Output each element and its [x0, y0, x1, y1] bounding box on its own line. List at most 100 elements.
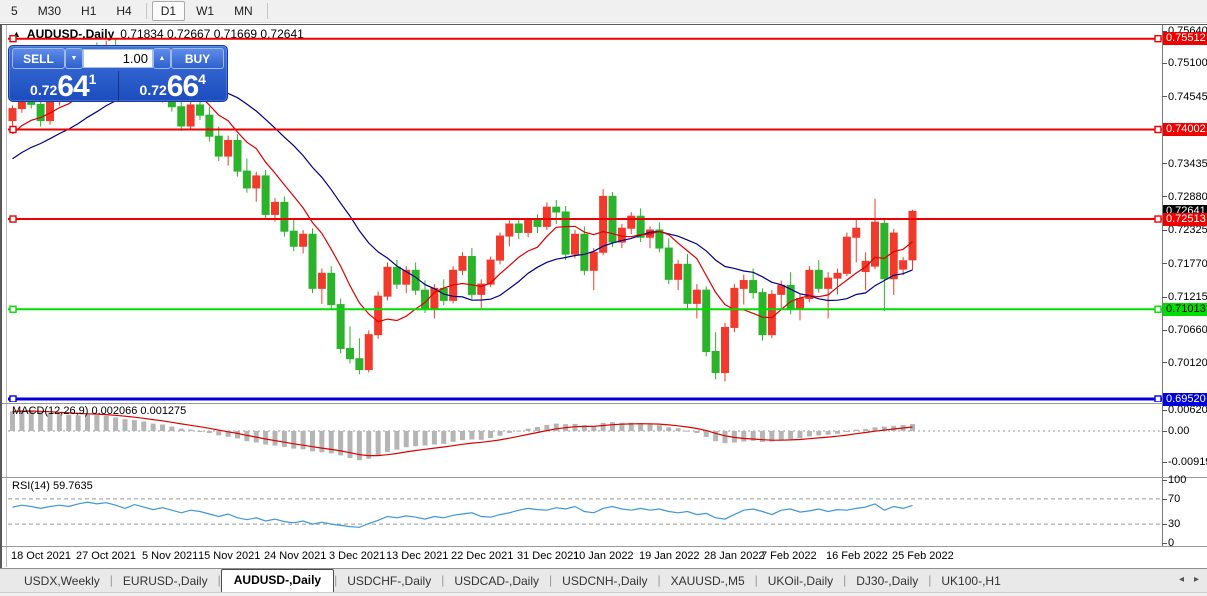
price-axis-label: 0.70660 — [1168, 324, 1207, 336]
price-axis-label: 0.75100 — [1168, 57, 1207, 69]
price-axis-label: 0.74545 — [1168, 91, 1207, 103]
tab-separator: | — [754, 573, 758, 587]
chart-tab-xauusd-m5[interactable]: XAUUSD-,M5 — [670, 574, 745, 588]
tab-separator: | — [549, 573, 553, 587]
chart-tab-ukoil-daily[interactable]: UKOil-,Daily — [767, 574, 834, 588]
date-axis-label: 22 Dec 2021 — [451, 550, 514, 562]
tab-separator: | — [843, 573, 847, 587]
chart-tab-usdcnh-daily[interactable]: USDCNH-,Daily — [562, 574, 648, 588]
price-axis-tick — [1162, 230, 1167, 231]
sell-price-pip: 1 — [88, 71, 97, 87]
price-axis-tick — [1162, 263, 1167, 264]
status-strip — [0, 592, 1207, 596]
macd-panel-splitter[interactable] — [2, 403, 1207, 404]
chart-window-left-border — [0, 24, 2, 592]
date-axis-label: 10 Jan 2022 — [573, 550, 634, 562]
date-axis-label: 31 Dec 2021 — [517, 550, 580, 562]
chart-tab-dj30-daily[interactable]: DJ30-,Daily — [856, 574, 919, 588]
volume-decrease-button[interactable]: ▼ — [64, 48, 83, 69]
tab-separator: | — [441, 573, 445, 587]
buy-price-display: 0.72 66 4 — [119, 71, 228, 101]
tab-scroll-buttons: ◂ ▸ — [1179, 574, 1199, 585]
line-price-badge: 0.71013 — [1163, 303, 1207, 316]
date-axis-label: 25 Feb 2022 — [892, 550, 954, 562]
macd-axis-label: 0.006201 — [1168, 404, 1207, 416]
line-price-badge: 0.72513 — [1163, 213, 1207, 226]
chart-tab-usdcad-daily[interactable]: USDCAD-,Daily — [454, 574, 540, 588]
rsi-panel-splitter[interactable] — [2, 477, 1207, 478]
rsi-axis-tick — [1162, 480, 1167, 481]
price-axis-label: 0.71770 — [1168, 258, 1207, 270]
price-axis-tick — [1162, 362, 1167, 363]
price-axis-separator — [1162, 25, 1163, 547]
timeframe-button-d1[interactable]: D1 — [151, 1, 186, 21]
macd-indicator-label: MACD(12,26,9) 0.002066 0.001275 — [12, 405, 187, 417]
price-axis-label: 0.71215 — [1168, 291, 1207, 303]
buy-price-pip: 4 — [198, 71, 206, 87]
line-price-badge: 0.75512 — [1163, 32, 1207, 45]
chart-plot[interactable] — [8, 26, 1162, 402]
date-axis-label: 24 Nov 2021 — [264, 550, 327, 562]
date-axis-label: 5 Nov 2021 — [142, 550, 199, 562]
chart-window-top-border — [0, 24, 1207, 25]
rsi-axis-tick — [1162, 543, 1167, 544]
chart-tab-usdx-weekly[interactable]: USDX,Weekly — [24, 574, 100, 588]
chart-symbol-title: AUDUSD-,Daily — [26, 27, 115, 41]
price-axis-tick — [1162, 96, 1167, 97]
line-price-badge: 0.69520 — [1163, 393, 1207, 406]
line-price-badge: 0.74002 — [1163, 123, 1207, 136]
macd-plot[interactable] — [8, 404, 1162, 476]
timeframe-button-w1[interactable]: W1 — [196, 4, 215, 18]
price-axis-tick — [1162, 196, 1167, 197]
buy-price-prefix: 0.72 — [139, 82, 167, 98]
tab-scroll-left-icon[interactable]: ◂ — [1178, 574, 1184, 585]
timeframe-button-m30[interactable]: M30 — [37, 4, 62, 18]
rsi-axis-label: 70 — [1168, 493, 1181, 505]
chart-window-icon: ▲ — [12, 29, 21, 39]
date-axis-splitter — [2, 546, 1207, 547]
tab-separator: | — [928, 573, 932, 587]
timeframe-button-h4[interactable]: H4 — [116, 4, 132, 18]
date-axis-label: 7 Feb 2022 — [761, 550, 817, 562]
buy-price-big: 66 — [166, 69, 199, 103]
rsi-plot[interactable] — [8, 478, 1162, 546]
tab-scroll-right-icon[interactable]: ▸ — [1193, 574, 1199, 585]
tab-separator: | — [657, 573, 661, 587]
date-axis-label: 19 Jan 2022 — [639, 550, 700, 562]
chart-tab-uk100-h1[interactable]: UK100-,H1 — [941, 574, 1001, 588]
volume-input[interactable] — [83, 49, 153, 68]
chart-window-inner-border — [6, 25, 7, 567]
date-axis-label: 28 Jan 2022 — [704, 550, 765, 562]
timeframe-button-5[interactable]: 5 — [11, 4, 18, 18]
rsi-axis-tick — [1162, 499, 1167, 500]
spinner-up-icon: ▲ — [158, 55, 166, 62]
date-axis-label: 16 Feb 2022 — [826, 550, 888, 562]
price-axis-label: 0.70120 — [1168, 357, 1207, 369]
macd-axis-tick — [1162, 431, 1167, 432]
spinner-down-icon: ▼ — [70, 55, 78, 62]
one-click-trading-panel: SELL ▼ ▲ BUY 0.72 64 1 0.72 66 4 — [8, 45, 228, 102]
date-axis-label: 27 Oct 2021 — [76, 550, 136, 562]
buy-button[interactable]: BUY — [171, 48, 224, 69]
chart-tab-usdchf-daily[interactable]: USDCHF-,Daily — [347, 574, 432, 588]
date-axis-label: 15 Nov 2021 — [198, 550, 261, 562]
tab-separator: | — [217, 573, 221, 587]
timeframe-button-mn[interactable]: MN — [234, 4, 253, 18]
timeframe-button-h1[interactable]: H1 — [81, 4, 97, 18]
chart-tab-bar: USDX,Weekly | EURUSD-,Daily | AUDUSD-,Daily |… — [0, 568, 1207, 592]
macd-axis-tick — [1162, 410, 1167, 411]
sell-price-prefix: 0.72 — [30, 82, 58, 98]
chart-tab-eurusd-daily[interactable]: EURUSD-,Daily — [122, 574, 208, 588]
volume-increase-button[interactable]: ▲ — [153, 48, 172, 69]
price-axis-label: 0.72880 — [1168, 191, 1207, 203]
sell-button[interactable]: SELL — [12, 48, 65, 69]
chart-ohlc-values: 0.71834 0.72667 0.71669 0.72641 — [120, 27, 304, 41]
chart-tab-audusd-daily[interactable]: AUDUSD-,Daily — [220, 569, 335, 592]
rsi-axis-tick — [1162, 524, 1167, 525]
price-axis-tick — [1162, 31, 1167, 32]
tab-separator: | — [109, 573, 113, 587]
timeframe-toolbar: 5 M30 H1 H4 D1 W1 MN — [0, 0, 1207, 23]
price-axis-label: 0.73435 — [1168, 158, 1207, 170]
macd-axis-label: -0.00919 — [1168, 456, 1207, 468]
